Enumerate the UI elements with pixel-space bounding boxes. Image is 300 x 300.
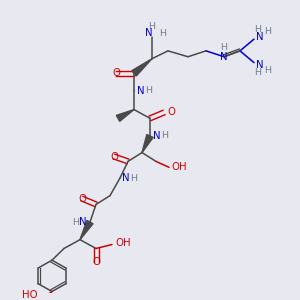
Text: H: H <box>130 173 137 182</box>
Polygon shape <box>80 220 93 240</box>
Text: H: H <box>254 68 262 77</box>
Polygon shape <box>132 59 152 76</box>
Polygon shape <box>142 134 153 153</box>
Text: OH: OH <box>115 238 130 248</box>
Text: H: H <box>264 27 271 36</box>
Text: O: O <box>110 152 118 161</box>
Text: O: O <box>167 107 175 118</box>
Text: N: N <box>145 28 153 38</box>
Text: N: N <box>80 217 87 227</box>
Text: H: H <box>161 131 168 140</box>
Text: N: N <box>122 173 130 183</box>
Text: H: H <box>159 29 166 38</box>
Text: N: N <box>137 86 145 96</box>
Text: H: H <box>72 218 79 226</box>
Text: H: H <box>264 66 271 75</box>
Text: O: O <box>78 194 86 204</box>
Polygon shape <box>116 110 134 121</box>
Text: HO: HO <box>22 290 38 300</box>
Text: H: H <box>220 44 227 52</box>
Text: N: N <box>153 131 160 141</box>
Text: N: N <box>256 60 264 70</box>
Text: H: H <box>145 86 152 95</box>
Text: H: H <box>254 25 262 34</box>
Text: H: H <box>148 22 155 31</box>
Text: O: O <box>112 68 120 78</box>
Text: N: N <box>220 52 228 62</box>
Text: N: N <box>256 32 264 42</box>
Text: O: O <box>92 257 100 267</box>
Text: OH: OH <box>171 162 187 172</box>
